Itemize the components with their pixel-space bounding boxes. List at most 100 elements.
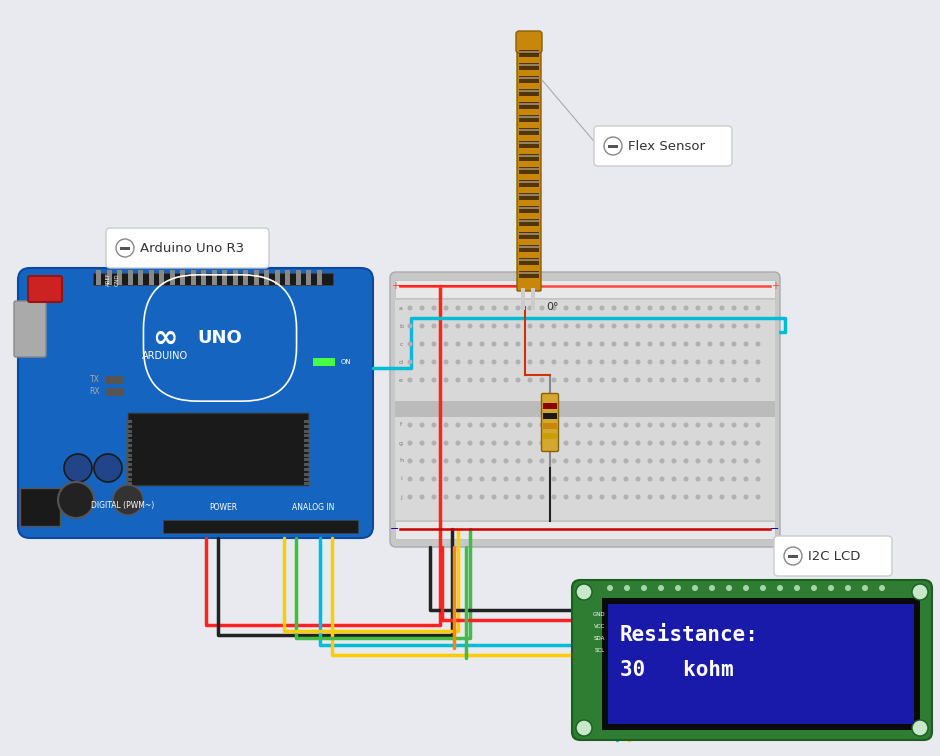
Circle shape xyxy=(563,377,569,383)
Bar xyxy=(20,488,60,526)
Text: GND: GND xyxy=(115,274,120,286)
Circle shape xyxy=(756,423,760,427)
Circle shape xyxy=(731,324,737,329)
Circle shape xyxy=(540,458,544,463)
FancyBboxPatch shape xyxy=(594,126,732,166)
Circle shape xyxy=(612,476,617,482)
Circle shape xyxy=(671,423,677,427)
Bar xyxy=(608,604,914,724)
Circle shape xyxy=(719,476,725,482)
Circle shape xyxy=(683,342,688,346)
Circle shape xyxy=(683,324,688,329)
Bar xyxy=(126,435,132,438)
Circle shape xyxy=(94,454,122,482)
Circle shape xyxy=(623,342,629,346)
Circle shape xyxy=(552,423,556,427)
Text: POWER: POWER xyxy=(209,503,237,512)
FancyBboxPatch shape xyxy=(516,31,542,53)
Bar xyxy=(543,423,557,429)
Bar xyxy=(519,168,539,170)
Circle shape xyxy=(696,360,700,364)
Circle shape xyxy=(431,423,436,427)
Circle shape xyxy=(623,324,629,329)
Circle shape xyxy=(563,360,569,364)
Circle shape xyxy=(515,494,521,500)
Circle shape xyxy=(456,494,461,500)
Circle shape xyxy=(719,324,725,329)
Bar xyxy=(519,115,539,122)
Circle shape xyxy=(744,423,748,427)
Circle shape xyxy=(527,441,532,445)
Bar xyxy=(264,270,269,285)
Circle shape xyxy=(660,342,665,346)
Circle shape xyxy=(660,494,665,500)
Bar xyxy=(519,128,539,135)
Circle shape xyxy=(563,458,569,463)
Circle shape xyxy=(504,441,509,445)
Circle shape xyxy=(492,305,496,311)
Circle shape xyxy=(552,458,556,463)
Circle shape xyxy=(731,441,737,445)
Circle shape xyxy=(683,494,688,500)
Circle shape xyxy=(431,494,436,500)
Circle shape xyxy=(576,720,592,736)
Bar xyxy=(395,280,775,298)
Circle shape xyxy=(635,441,640,445)
Bar xyxy=(519,102,539,109)
Circle shape xyxy=(456,423,461,427)
Text: i: i xyxy=(400,476,402,482)
Bar xyxy=(519,103,539,105)
Circle shape xyxy=(612,423,617,427)
Circle shape xyxy=(408,458,413,463)
Bar xyxy=(128,270,133,285)
Bar xyxy=(519,233,539,235)
Circle shape xyxy=(879,585,885,591)
Bar xyxy=(304,463,310,466)
Circle shape xyxy=(648,360,652,364)
Bar xyxy=(191,270,196,285)
Text: j: j xyxy=(400,494,402,500)
Circle shape xyxy=(444,494,448,500)
Circle shape xyxy=(588,324,592,329)
Bar xyxy=(304,454,310,457)
Circle shape xyxy=(708,305,713,311)
Circle shape xyxy=(431,324,436,329)
Circle shape xyxy=(588,377,592,383)
Circle shape xyxy=(756,377,760,383)
Bar xyxy=(106,270,112,285)
Circle shape xyxy=(648,342,652,346)
Bar xyxy=(126,463,132,466)
Circle shape xyxy=(683,423,688,427)
Circle shape xyxy=(708,324,713,329)
Circle shape xyxy=(492,441,496,445)
Circle shape xyxy=(708,441,713,445)
Bar xyxy=(519,246,539,248)
Circle shape xyxy=(760,585,766,591)
Text: RX: RX xyxy=(89,388,100,396)
Bar xyxy=(519,193,539,200)
Circle shape xyxy=(635,360,640,364)
Bar xyxy=(313,358,335,366)
Bar xyxy=(126,454,132,457)
Circle shape xyxy=(479,377,484,383)
Text: 0°: 0° xyxy=(546,302,558,312)
Bar xyxy=(304,449,310,452)
Circle shape xyxy=(467,458,473,463)
Circle shape xyxy=(515,458,521,463)
Circle shape xyxy=(444,476,448,482)
Circle shape xyxy=(456,377,461,383)
Bar xyxy=(395,521,775,539)
Text: +: + xyxy=(771,281,779,291)
Circle shape xyxy=(552,494,556,500)
Circle shape xyxy=(419,423,425,427)
Circle shape xyxy=(504,494,509,500)
Circle shape xyxy=(467,377,473,383)
Circle shape xyxy=(744,360,748,364)
Circle shape xyxy=(552,441,556,445)
Text: ANALOG IN: ANALOG IN xyxy=(291,503,335,512)
Circle shape xyxy=(731,494,737,500)
Circle shape xyxy=(612,360,617,364)
Circle shape xyxy=(671,441,677,445)
Circle shape xyxy=(479,441,484,445)
Circle shape xyxy=(492,324,496,329)
